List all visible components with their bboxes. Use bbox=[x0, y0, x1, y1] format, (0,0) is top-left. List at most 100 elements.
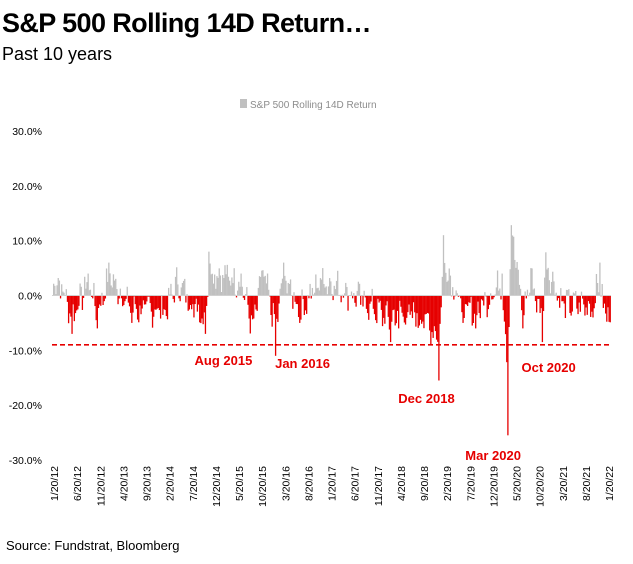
return-bar bbox=[425, 295, 427, 314]
x-tick-label: 1/20/22 bbox=[604, 466, 616, 501]
return-bar bbox=[218, 268, 220, 296]
return-bar bbox=[555, 292, 557, 296]
return-bar bbox=[386, 295, 388, 302]
return-bar bbox=[408, 295, 410, 305]
return-bar bbox=[109, 273, 111, 296]
return-bar bbox=[481, 295, 484, 301]
return-bar bbox=[154, 295, 156, 310]
return-bar bbox=[452, 287, 454, 296]
return-bar bbox=[534, 295, 537, 302]
return-bar bbox=[260, 276, 262, 296]
return-bar bbox=[232, 283, 234, 296]
return-bar bbox=[484, 292, 486, 296]
return-bar bbox=[557, 295, 560, 299]
return-bar bbox=[578, 295, 580, 303]
x-tick-label: 2/20/19 bbox=[442, 466, 454, 501]
return-bar bbox=[230, 285, 232, 296]
return-bar bbox=[194, 295, 196, 305]
return-bar bbox=[343, 293, 346, 296]
return-bar bbox=[549, 293, 552, 296]
return-bar bbox=[223, 278, 225, 296]
return-bar bbox=[117, 295, 119, 305]
return-bar bbox=[255, 295, 257, 310]
return-bar bbox=[295, 295, 297, 304]
return-bar bbox=[500, 295, 502, 300]
return-bar bbox=[385, 295, 387, 306]
return-bar bbox=[373, 295, 376, 315]
return-bar bbox=[521, 295, 523, 311]
return-bar bbox=[522, 295, 524, 329]
x-tick-label: 9/20/18 bbox=[419, 466, 431, 501]
return-bar bbox=[439, 295, 441, 324]
return-bar bbox=[276, 295, 278, 319]
return-bar bbox=[570, 295, 572, 316]
return-bar bbox=[211, 273, 213, 296]
return-bar bbox=[113, 280, 116, 296]
return-bar bbox=[187, 295, 189, 311]
return-bar bbox=[593, 295, 595, 309]
return-bar bbox=[590, 295, 592, 317]
return-bar bbox=[470, 295, 472, 297]
return-bar bbox=[130, 295, 132, 313]
return-bar bbox=[241, 286, 243, 296]
y-tick-label: -30.0% bbox=[9, 455, 42, 467]
return-bar bbox=[166, 295, 169, 320]
return-bar bbox=[67, 295, 70, 324]
return-bar bbox=[426, 295, 429, 313]
return-bar bbox=[77, 295, 79, 310]
return-bar bbox=[430, 295, 432, 345]
return-bar bbox=[403, 295, 406, 323]
return-bar bbox=[529, 292, 531, 296]
return-bar bbox=[438, 295, 440, 381]
return-bar bbox=[580, 291, 583, 296]
return-bar bbox=[205, 295, 208, 306]
return-bar bbox=[240, 273, 242, 296]
bars bbox=[53, 225, 611, 436]
return-bar bbox=[188, 295, 190, 310]
return-bar bbox=[595, 273, 598, 296]
return-bar bbox=[78, 295, 80, 306]
return-bar bbox=[491, 295, 493, 300]
y-tick-label: 20.0% bbox=[12, 181, 42, 193]
return-bar bbox=[179, 295, 181, 302]
return-bar bbox=[519, 288, 522, 296]
return-bar bbox=[286, 293, 288, 296]
return-bar bbox=[99, 295, 101, 305]
return-bar bbox=[186, 294, 188, 296]
return-bar bbox=[445, 272, 447, 296]
return-bar bbox=[415, 295, 417, 327]
return-bar bbox=[170, 283, 172, 296]
return-bar bbox=[189, 295, 192, 306]
return-bar bbox=[517, 269, 519, 296]
return-bar bbox=[453, 295, 455, 300]
return-bar bbox=[477, 295, 479, 302]
return-bar bbox=[487, 295, 489, 310]
return-bar bbox=[448, 268, 450, 296]
return-bar bbox=[457, 295, 460, 297]
return-bar bbox=[358, 283, 361, 296]
x-tick-label: 7/20/14 bbox=[188, 466, 200, 501]
return-bar bbox=[538, 295, 540, 299]
return-bar bbox=[479, 295, 481, 319]
return-bar bbox=[539, 295, 541, 313]
return-bar bbox=[174, 276, 177, 296]
return-bar bbox=[65, 289, 67, 296]
return-bar bbox=[546, 269, 548, 296]
legend: S&P 500 Rolling 14D Return bbox=[240, 99, 377, 111]
return-bar bbox=[120, 295, 123, 299]
return-bar bbox=[214, 274, 216, 296]
return-bar bbox=[153, 295, 155, 317]
return-bar bbox=[261, 270, 263, 296]
return-bar bbox=[89, 289, 92, 296]
return-bar bbox=[556, 295, 558, 301]
return-bar bbox=[401, 295, 403, 313]
return-bar bbox=[515, 267, 517, 296]
return-bar bbox=[324, 287, 326, 296]
return-bar bbox=[197, 295, 200, 305]
return-bar bbox=[377, 295, 379, 299]
return-bar bbox=[182, 280, 185, 296]
return-bar bbox=[220, 292, 223, 296]
return-bar bbox=[281, 278, 284, 296]
return-bar bbox=[498, 290, 500, 296]
chart-subtitle: Past 10 years bbox=[2, 44, 113, 64]
